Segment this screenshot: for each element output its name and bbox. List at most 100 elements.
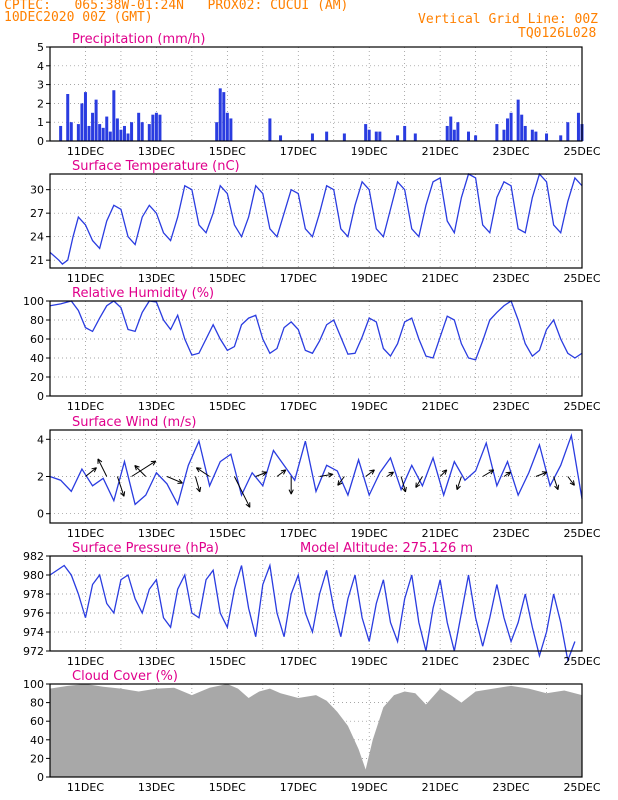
- y-tick-label: 1: [37, 116, 44, 129]
- wind-vector-arrowhead: [120, 491, 126, 497]
- x-tick-label: 15DEC: [209, 655, 246, 668]
- x-tick-label: 11DEC: [67, 400, 104, 413]
- y-tick-label: 978: [23, 588, 44, 601]
- y-tick-label: 40: [30, 352, 44, 365]
- x-tick-label: 25DEC: [563, 400, 600, 413]
- y-tick-label: 4: [37, 433, 44, 446]
- cloud-cover-panel: 0 20 40 60 80 100 11DEC 13DEC 15DEC 17DEC 19DEC 21D…: [23, 669, 601, 794]
- wind-vector-arrow: [365, 469, 375, 477]
- wind-vector-arrow: [255, 471, 267, 477]
- precip-bar: [112, 90, 116, 141]
- y-tick-label: 2: [37, 471, 44, 484]
- wind-vector-arrow: [415, 476, 423, 488]
- wind-vector-arrow: [503, 471, 511, 477]
- y-tick-label: 980: [23, 569, 44, 582]
- panel-title: Precipitation (mm/h): [72, 32, 205, 47]
- precip-bar: [456, 122, 460, 141]
- wind-vector-arrow: [134, 465, 147, 477]
- y-tick-label: 27: [30, 207, 44, 220]
- plot-frame: [49, 46, 583, 142]
- wind-vector-arrowhead: [196, 486, 202, 493]
- panel-title: Surface Pressure (hPa): [72, 541, 219, 556]
- precip-bar: [342, 133, 346, 141]
- x-tick-label: 13DEC: [138, 145, 175, 158]
- precip-bar: [215, 122, 219, 141]
- wind-vector-arrowhead: [280, 469, 287, 475]
- precip-bar: [516, 99, 520, 141]
- wind-vector-arrowhead: [288, 489, 294, 495]
- precip-bar: [94, 99, 98, 141]
- precip-bar: [474, 135, 478, 141]
- x-tick-label: 17DEC: [280, 781, 317, 794]
- y-tick-label: 974: [23, 626, 44, 639]
- x-tick-label: 25DEC: [563, 781, 600, 794]
- temperature-panel: 21 24 27 30 11DEC 13DEC 15DEC 17DEC 19DEC 21DEC 23…: [30, 159, 601, 285]
- wind-vector-arrow: [482, 469, 494, 477]
- x-tick-label: 19DEC: [351, 781, 388, 794]
- y-tick-label: 982: [23, 550, 44, 563]
- precip-bar: [403, 125, 407, 141]
- precip-bar: [520, 114, 524, 141]
- precip-bar: [495, 124, 499, 141]
- wind-vector-arrow: [567, 476, 575, 486]
- x-tick-label: 19DEC: [351, 272, 388, 285]
- precip-bar: [268, 118, 272, 141]
- x-tick-label: 23DEC: [493, 272, 530, 285]
- x-tick-label: 21DEC: [422, 527, 459, 540]
- panel-title: Surface Temperature (nC): [72, 159, 240, 174]
- wind-vector-arrowhead: [150, 460, 157, 466]
- y-tick-label: 20: [30, 752, 44, 765]
- precip-bar: [449, 116, 453, 141]
- wind-vector-arrow: [319, 473, 333, 477]
- y-tick-label: 976: [23, 607, 44, 620]
- precip-bar: [69, 122, 73, 141]
- precip-bar: [502, 129, 506, 141]
- precip-bar: [396, 135, 400, 141]
- header: CPTEC: 065:38W-01:24N PROX02: CUCUI (AM)…: [0, 0, 618, 45]
- wind-panel: 0 2 4 11DEC 13DEC 15DEC 17DEC 19DEC 21DEC 23DEC 25…: [37, 415, 601, 540]
- precip-bar: [76, 124, 80, 141]
- x-tick-label: 25DEC: [563, 145, 600, 158]
- wind-vector-arrow: [337, 476, 345, 486]
- wind-vector-arrowhead: [337, 480, 343, 486]
- wind-vector-arrowhead: [441, 469, 448, 475]
- x-tick-label: 19DEC: [351, 145, 388, 158]
- x-tick-label: 17DEC: [280, 400, 317, 413]
- x-tick-label: 23DEC: [493, 655, 530, 668]
- x-tick-label: 17DEC: [280, 527, 317, 540]
- x-tick-label: 23DEC: [493, 145, 530, 158]
- x-tick-label: 21DEC: [422, 655, 459, 668]
- wind-vector-arrowhead: [455, 484, 461, 491]
- precip-bar: [59, 125, 63, 141]
- y-tick-label: 2: [37, 97, 44, 110]
- precip-bar: [559, 135, 563, 141]
- x-tick-label: 19DEC: [351, 400, 388, 413]
- x-tick-label: 23DEC: [493, 400, 530, 413]
- wind-vector-arrow: [97, 458, 108, 477]
- wind-vector-arrowhead: [569, 480, 575, 486]
- wind-vector-arrow: [386, 471, 394, 477]
- precip-bar: [545, 133, 549, 141]
- x-tick-label: 23DEC: [493, 527, 530, 540]
- plot-frame: [49, 173, 583, 269]
- precip-bar: [140, 122, 144, 141]
- precip-bar: [413, 133, 417, 141]
- precip-bar: [367, 129, 371, 141]
- precip-bar: [279, 135, 283, 141]
- y-tick-label: 80: [30, 314, 44, 327]
- wind-vector-arrow: [535, 471, 548, 477]
- wind-vector-arrow: [85, 467, 97, 477]
- plot-frame: [49, 555, 583, 652]
- y-tick-label: 100: [23, 678, 44, 691]
- precip-bar: [523, 125, 527, 141]
- precip-bar: [576, 112, 580, 141]
- precip-bar: [310, 133, 314, 141]
- y-tick-label: 80: [30, 697, 44, 710]
- wind-vector-arrow: [116, 476, 125, 497]
- x-tick-label: 13DEC: [138, 527, 175, 540]
- precip-bar: [91, 112, 95, 141]
- y-tick-label: 5: [37, 41, 44, 54]
- precip-bar: [154, 112, 158, 141]
- precip-bar: [83, 92, 87, 141]
